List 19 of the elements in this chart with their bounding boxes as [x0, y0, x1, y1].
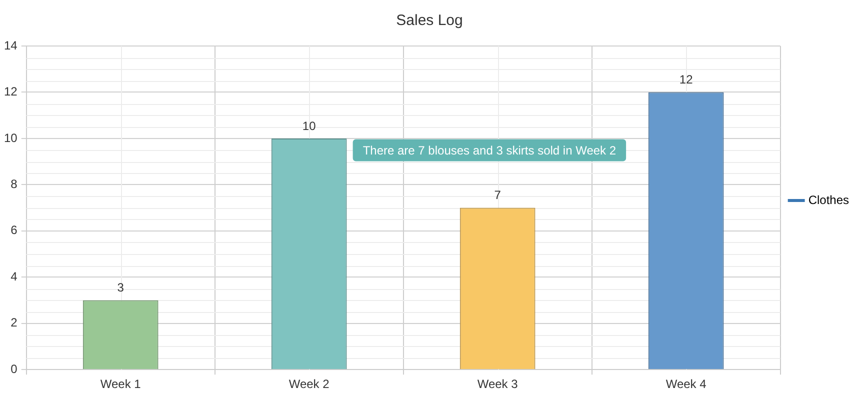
data-label: 10	[302, 118, 316, 133]
x-tick-label: Week 4	[666, 377, 707, 392]
x-tick-label: Week 1	[100, 377, 142, 392]
y-tick-label: 4	[10, 269, 18, 284]
data-label: 7	[494, 188, 502, 202]
y-tick-label: 2	[10, 316, 18, 330]
y-tick-label: 12	[4, 84, 18, 99]
x-tick-label: Week 2	[288, 377, 330, 392]
y-tick-label: 14	[4, 38, 18, 52]
y-tick-label: 0	[10, 362, 18, 376]
data-label: 3	[117, 280, 124, 295]
y-tick-label: 8	[10, 177, 18, 191]
data-label: 12	[679, 72, 694, 87]
text: Clothes	[808, 192, 849, 207]
x-tick-label: Week 3	[477, 377, 518, 392]
chart-title: Sales Log	[396, 12, 463, 30]
annotation: There are 7 blouses and 3 skirts sold in Week 2	[362, 144, 616, 158]
y-tick-label: 6	[10, 223, 18, 238]
y-tick-label: 10	[4, 130, 18, 145]
